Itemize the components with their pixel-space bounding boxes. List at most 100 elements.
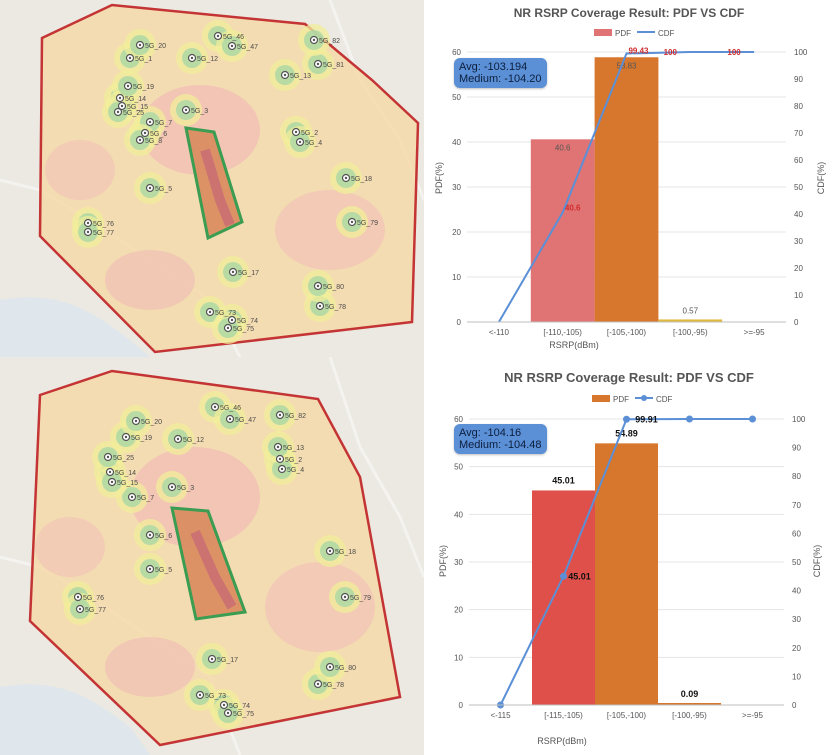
site-marker-dot xyxy=(230,318,234,322)
y2-tick-label: 30 xyxy=(794,237,803,246)
pdf-cdf-chart: NR RSRP Coverage Result: PDF VS CDF PDF … xyxy=(434,6,826,350)
coverage-map-bottom: 5G_2 5G_3 5G_4 5G_5 5G_6 5G_7 5G_12 5G_13 5G_14 5… xyxy=(0,357,424,755)
site-label: 5G_12 xyxy=(197,56,218,63)
chart-legend: PDF CDF xyxy=(592,395,673,404)
site-label: 5G_13 xyxy=(283,445,304,452)
y2-axis-title: CDF(%) xyxy=(812,545,822,578)
site-marker-dot xyxy=(228,417,232,421)
y2-tick-label: 0 xyxy=(794,318,799,327)
drive-test-track xyxy=(200,148,235,227)
site-label: 5G_18 xyxy=(335,549,356,556)
x-tick-label: >=-95 xyxy=(744,328,765,337)
avg-value: Avg: -104.16 xyxy=(459,427,522,439)
site-marker-dot xyxy=(143,131,147,135)
weak-coverage-area xyxy=(45,140,115,200)
site-label: 5G_4 xyxy=(287,467,304,474)
site-label: 5G_3 xyxy=(177,485,194,492)
site-label: 5G_13 xyxy=(290,73,311,80)
y-tick-label: 20 xyxy=(454,606,463,615)
site-marker-dot xyxy=(283,73,287,77)
pdf-data-label: 0.57 xyxy=(683,306,699,315)
site-label: 5G_8 xyxy=(145,138,162,145)
site-label: 5G_1 xyxy=(135,56,152,63)
site-label: 5G_20 xyxy=(141,419,162,426)
site-marker-dot xyxy=(278,413,282,417)
y2-tick-label: 20 xyxy=(794,264,803,273)
pdf-bar xyxy=(595,443,658,705)
site-label: 5G_76 xyxy=(83,595,104,602)
chart-legend: PDF CDF xyxy=(594,29,675,38)
site-marker-dot xyxy=(190,56,194,60)
pdf-bar xyxy=(530,139,595,322)
site-marker-dot xyxy=(126,84,130,88)
y-tick-label: 0 xyxy=(459,701,464,710)
x-tick-label: [-115,-105) xyxy=(544,711,583,720)
y-tick-label: 50 xyxy=(454,463,463,472)
pdf-bar xyxy=(658,703,721,705)
site-marker-dot xyxy=(198,693,202,697)
avg-value: Avg: -103.194 xyxy=(459,61,528,73)
site-label: 5G_82 xyxy=(285,413,306,420)
site-label: 5G_5 xyxy=(155,186,172,193)
y-tick-label: 40 xyxy=(454,510,463,519)
y2-tick-label: 40 xyxy=(792,587,801,596)
y-axis-title: PDF(%) xyxy=(434,162,444,194)
site-marker-dot xyxy=(276,445,280,449)
site-label: 5G_2 xyxy=(285,457,302,464)
site-marker-dot xyxy=(128,56,132,60)
chart-axes: 0 10 20 30 40 50 60 0 10 20 30 40 50 60 70 80 90 100 <-110… xyxy=(452,48,808,337)
weak-coverage-area xyxy=(105,250,195,310)
y2-tick-label: 40 xyxy=(794,210,803,219)
site-label: 5G_18 xyxy=(351,176,372,183)
site-label: 5G_14 xyxy=(115,470,136,477)
site-label: 5G_78 xyxy=(323,682,344,689)
legend-cdf-label: CDF xyxy=(656,395,673,404)
x-tick-label: [-105,-100) xyxy=(607,711,646,720)
drive-test-track xyxy=(190,529,237,610)
y-tick-label: 0 xyxy=(457,318,462,327)
site-label: 5G_80 xyxy=(335,665,356,672)
site-label: 5G_80 xyxy=(323,284,344,291)
road xyxy=(328,357,424,578)
site-label: 5G_74 xyxy=(237,318,258,325)
site-marker-dot xyxy=(148,120,152,124)
x-axis-title: RSRP(dBm) xyxy=(537,736,587,746)
cdf-data-label: 40.6 xyxy=(565,203,581,212)
site-marker-dot xyxy=(316,682,320,686)
site-marker-dot xyxy=(134,419,138,423)
y2-tick-label: 30 xyxy=(792,615,801,624)
site-marker-dot xyxy=(148,533,152,537)
site-label: 5G_46 xyxy=(223,34,244,41)
site-marker-dot xyxy=(148,186,152,190)
site-marker-dot xyxy=(130,495,134,499)
y2-tick-label: 10 xyxy=(792,672,801,681)
y-axis-title: PDF(%) xyxy=(438,545,448,577)
cdf-point xyxy=(686,415,693,423)
rsrp-chart-top: NR RSRP Coverage Result: PDF VS CDF PDF … xyxy=(424,0,834,357)
site-marker-dot xyxy=(226,326,230,330)
y-tick-label: 60 xyxy=(452,48,461,57)
y-tick-label: 10 xyxy=(452,273,461,282)
pdf-data-label: 40.6 xyxy=(555,143,571,152)
site-marker-dot xyxy=(176,437,180,441)
pdf-bars: 45.01 54.89 0.09 xyxy=(532,428,721,705)
site-label: 5G_15 xyxy=(127,104,148,111)
site-label: 5G_79 xyxy=(350,595,371,602)
pdf-data-label: 54.89 xyxy=(615,428,638,438)
site-marker-dot xyxy=(86,221,90,225)
site-label: 5G_15 xyxy=(117,480,138,487)
y2-tick-label: 20 xyxy=(792,644,801,653)
site-label: 5G_7 xyxy=(137,495,154,502)
median-value: Medium: -104.20 xyxy=(459,73,542,85)
y2-axis-title: CDF(%) xyxy=(816,162,826,195)
legend-cdf-label: CDF xyxy=(658,29,675,38)
site-marker-dot xyxy=(213,405,217,409)
site-marker-dot xyxy=(316,284,320,288)
legend-pdf-label: PDF xyxy=(613,395,629,404)
site-marker-dot xyxy=(231,270,235,274)
weak-coverage-area xyxy=(105,637,195,697)
pdf-data-label: 58.83 xyxy=(616,61,637,70)
site-label: 5G_47 xyxy=(237,44,258,51)
median-value: Medium: -104.48 xyxy=(459,439,542,451)
site-marker-dot xyxy=(328,549,332,553)
